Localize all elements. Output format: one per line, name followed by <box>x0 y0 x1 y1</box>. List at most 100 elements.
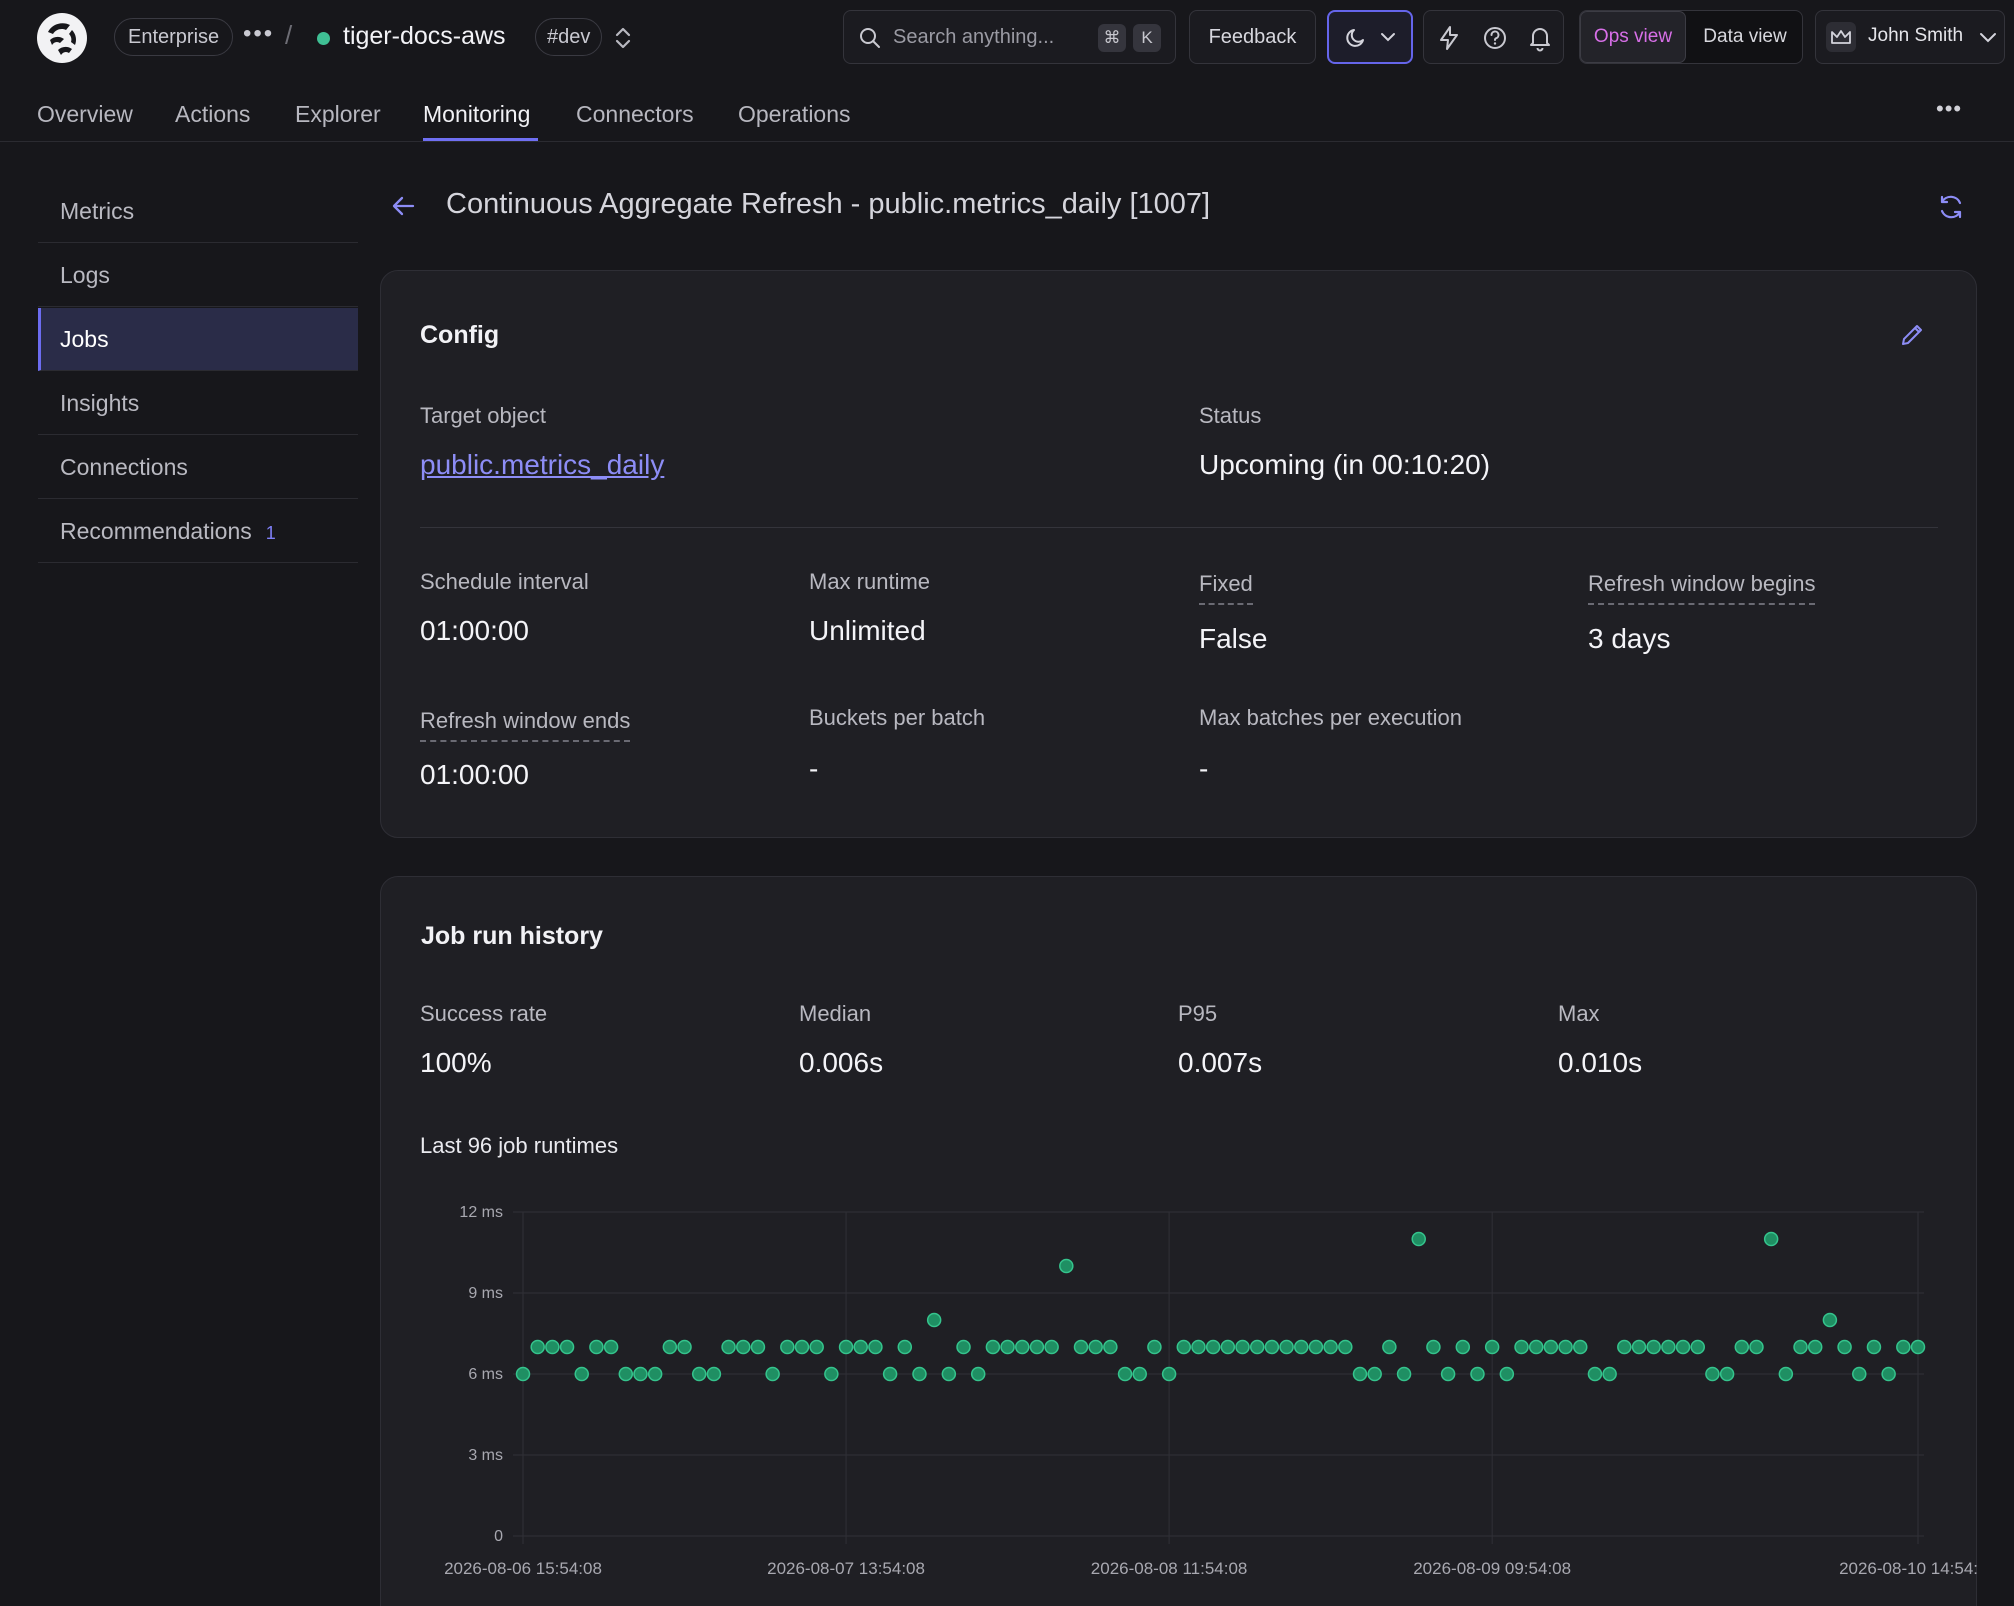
fixed-label[interactable]: Fixed <box>1199 571 1253 605</box>
data-point <box>809 1339 824 1355</box>
data-point <box>1249 1339 1265 1355</box>
tab-explorer[interactable]: Explorer <box>295 101 381 127</box>
max-batches-value: - <box>1199 753 1209 784</box>
data-point <box>721 1339 736 1355</box>
y-tick-label: 6 ms <box>468 1366 503 1383</box>
refresh-icon[interactable] <box>1937 193 1965 221</box>
tab-operations[interactable]: Operations <box>738 101 851 127</box>
service-name[interactable]: tiger-docs-aws <box>343 22 506 50</box>
sidebar-item-logs[interactable]: Logs <box>38 244 358 307</box>
config-title: Config <box>420 321 500 349</box>
theme-toggle-button[interactable] <box>1327 10 1413 64</box>
data-point <box>1793 1339 1808 1355</box>
data-point <box>1734 1339 1750 1355</box>
data-point <box>1646 1339 1661 1355</box>
data-point <box>1470 1366 1485 1382</box>
sidebar-item-recommendations[interactable]: Recommendations 1 <box>38 500 358 563</box>
data-point <box>1558 1339 1573 1355</box>
data-point <box>1088 1339 1103 1355</box>
data-point <box>691 1366 707 1382</box>
status-value: Upcoming (in 00:10:20) <box>1199 449 1491 480</box>
max-runtime-label: Max runtime <box>809 569 931 594</box>
edit-pencil-icon[interactable] <box>1898 321 1926 349</box>
sidebar-item-label: Connections <box>60 454 188 480</box>
data-point <box>750 1339 766 1355</box>
view-switcher: Ops view Data view <box>1579 10 1803 64</box>
refresh-window-ends-label[interactable]: Refresh window ends <box>420 708 631 742</box>
data-view-button[interactable]: Data view <box>1703 26 1787 47</box>
data-point <box>882 1366 898 1382</box>
chevron-up-down-icon[interactable] <box>613 26 633 50</box>
data-point <box>1852 1366 1867 1382</box>
crown-icon <box>1831 30 1851 44</box>
data-point <box>1807 1339 1823 1355</box>
tab-actions[interactable]: Actions <box>175 101 251 127</box>
sidebar-item-connections[interactable]: Connections <box>38 436 358 499</box>
org-pill[interactable]: Enterprise <box>114 18 234 56</box>
data-point <box>794 1339 810 1355</box>
data-point <box>1000 1339 1015 1355</box>
data-point <box>956 1339 971 1355</box>
data-point <box>1396 1366 1412 1382</box>
moon-icon <box>1346 29 1364 47</box>
data-point <box>941 1366 957 1382</box>
user-menu-button[interactable]: John Smith <box>1815 10 2005 64</box>
tab-connectors[interactable]: Connectors <box>576 101 694 127</box>
sidebar-item-label: Jobs <box>60 326 109 352</box>
data-point <box>706 1366 722 1382</box>
sidebar-item-metrics[interactable]: Metrics <box>38 180 358 243</box>
x-tick-label: 2026-08-08 11:54:08 <box>1091 1559 1248 1578</box>
data-point <box>1220 1339 1236 1355</box>
y-tick-label: 12 ms <box>459 1204 503 1221</box>
data-point <box>1176 1339 1192 1355</box>
data-point <box>1661 1339 1676 1355</box>
bell-icon[interactable] <box>1527 24 1553 52</box>
chart-label: Last 96 job runtimes <box>420 1133 619 1158</box>
data-point <box>1617 1339 1632 1355</box>
refresh-window-begins-label[interactable]: Refresh window begins <box>1588 571 1816 605</box>
data-point <box>603 1339 619 1355</box>
data-point <box>1367 1366 1382 1382</box>
data-point <box>970 1366 986 1382</box>
back-arrow-icon[interactable] <box>391 193 417 219</box>
tab-monitoring[interactable]: Monitoring <box>423 101 531 127</box>
lightning-icon[interactable] <box>1437 25 1461 51</box>
help-icon[interactable] <box>1482 25 1508 51</box>
more-icon[interactable]: ••• <box>243 20 275 47</box>
data-point <box>1543 1339 1559 1355</box>
avatar <box>1826 22 1856 52</box>
data-point <box>1896 1339 1911 1355</box>
data-point <box>1690 1339 1705 1355</box>
buckets-per-batch-value: - <box>809 753 819 784</box>
data-point <box>1029 1339 1045 1355</box>
data-point <box>1705 1366 1720 1382</box>
feedback-button[interactable]: Feedback <box>1189 10 1316 64</box>
data-point <box>1719 1366 1735 1382</box>
data-point <box>559 1339 575 1355</box>
sidebar-item-label: Logs <box>60 262 110 288</box>
page-title: Continuous Aggregate Refresh - public.me… <box>446 188 1211 220</box>
tab-overview[interactable]: Overview <box>37 101 133 127</box>
data-point <box>1602 1366 1617 1382</box>
ops-view-button[interactable]: Ops view <box>1580 11 1686 63</box>
sidebar-item-jobs[interactable]: Jobs <box>38 308 358 371</box>
data-point <box>1881 1366 1896 1382</box>
more-icon[interactable]: ••• <box>1936 96 1963 121</box>
chevron-down-icon <box>1381 33 1395 42</box>
data-point <box>1205 1339 1221 1355</box>
data-point <box>574 1366 589 1382</box>
target-object-link[interactable]: public.metrics_daily <box>420 449 665 480</box>
env-tag[interactable]: #dev <box>535 18 603 56</box>
data-point <box>677 1339 692 1355</box>
config-card: Config Target object public.metrics_dail… <box>380 270 1977 838</box>
max-runtime-value: Unlimited <box>809 615 926 646</box>
quick-icons-group <box>1423 10 1564 64</box>
search-box[interactable]: Search anything... ⌘ K <box>843 10 1176 64</box>
data-point <box>1338 1339 1353 1355</box>
data-point <box>1059 1258 1074 1274</box>
data-point <box>1147 1339 1162 1355</box>
tiger-logo-icon[interactable] <box>36 12 88 64</box>
data-point <box>1308 1339 1324 1355</box>
sidebar-item-insights[interactable]: Insights <box>38 372 358 435</box>
search-placeholder: Search anything... <box>893 26 1055 48</box>
